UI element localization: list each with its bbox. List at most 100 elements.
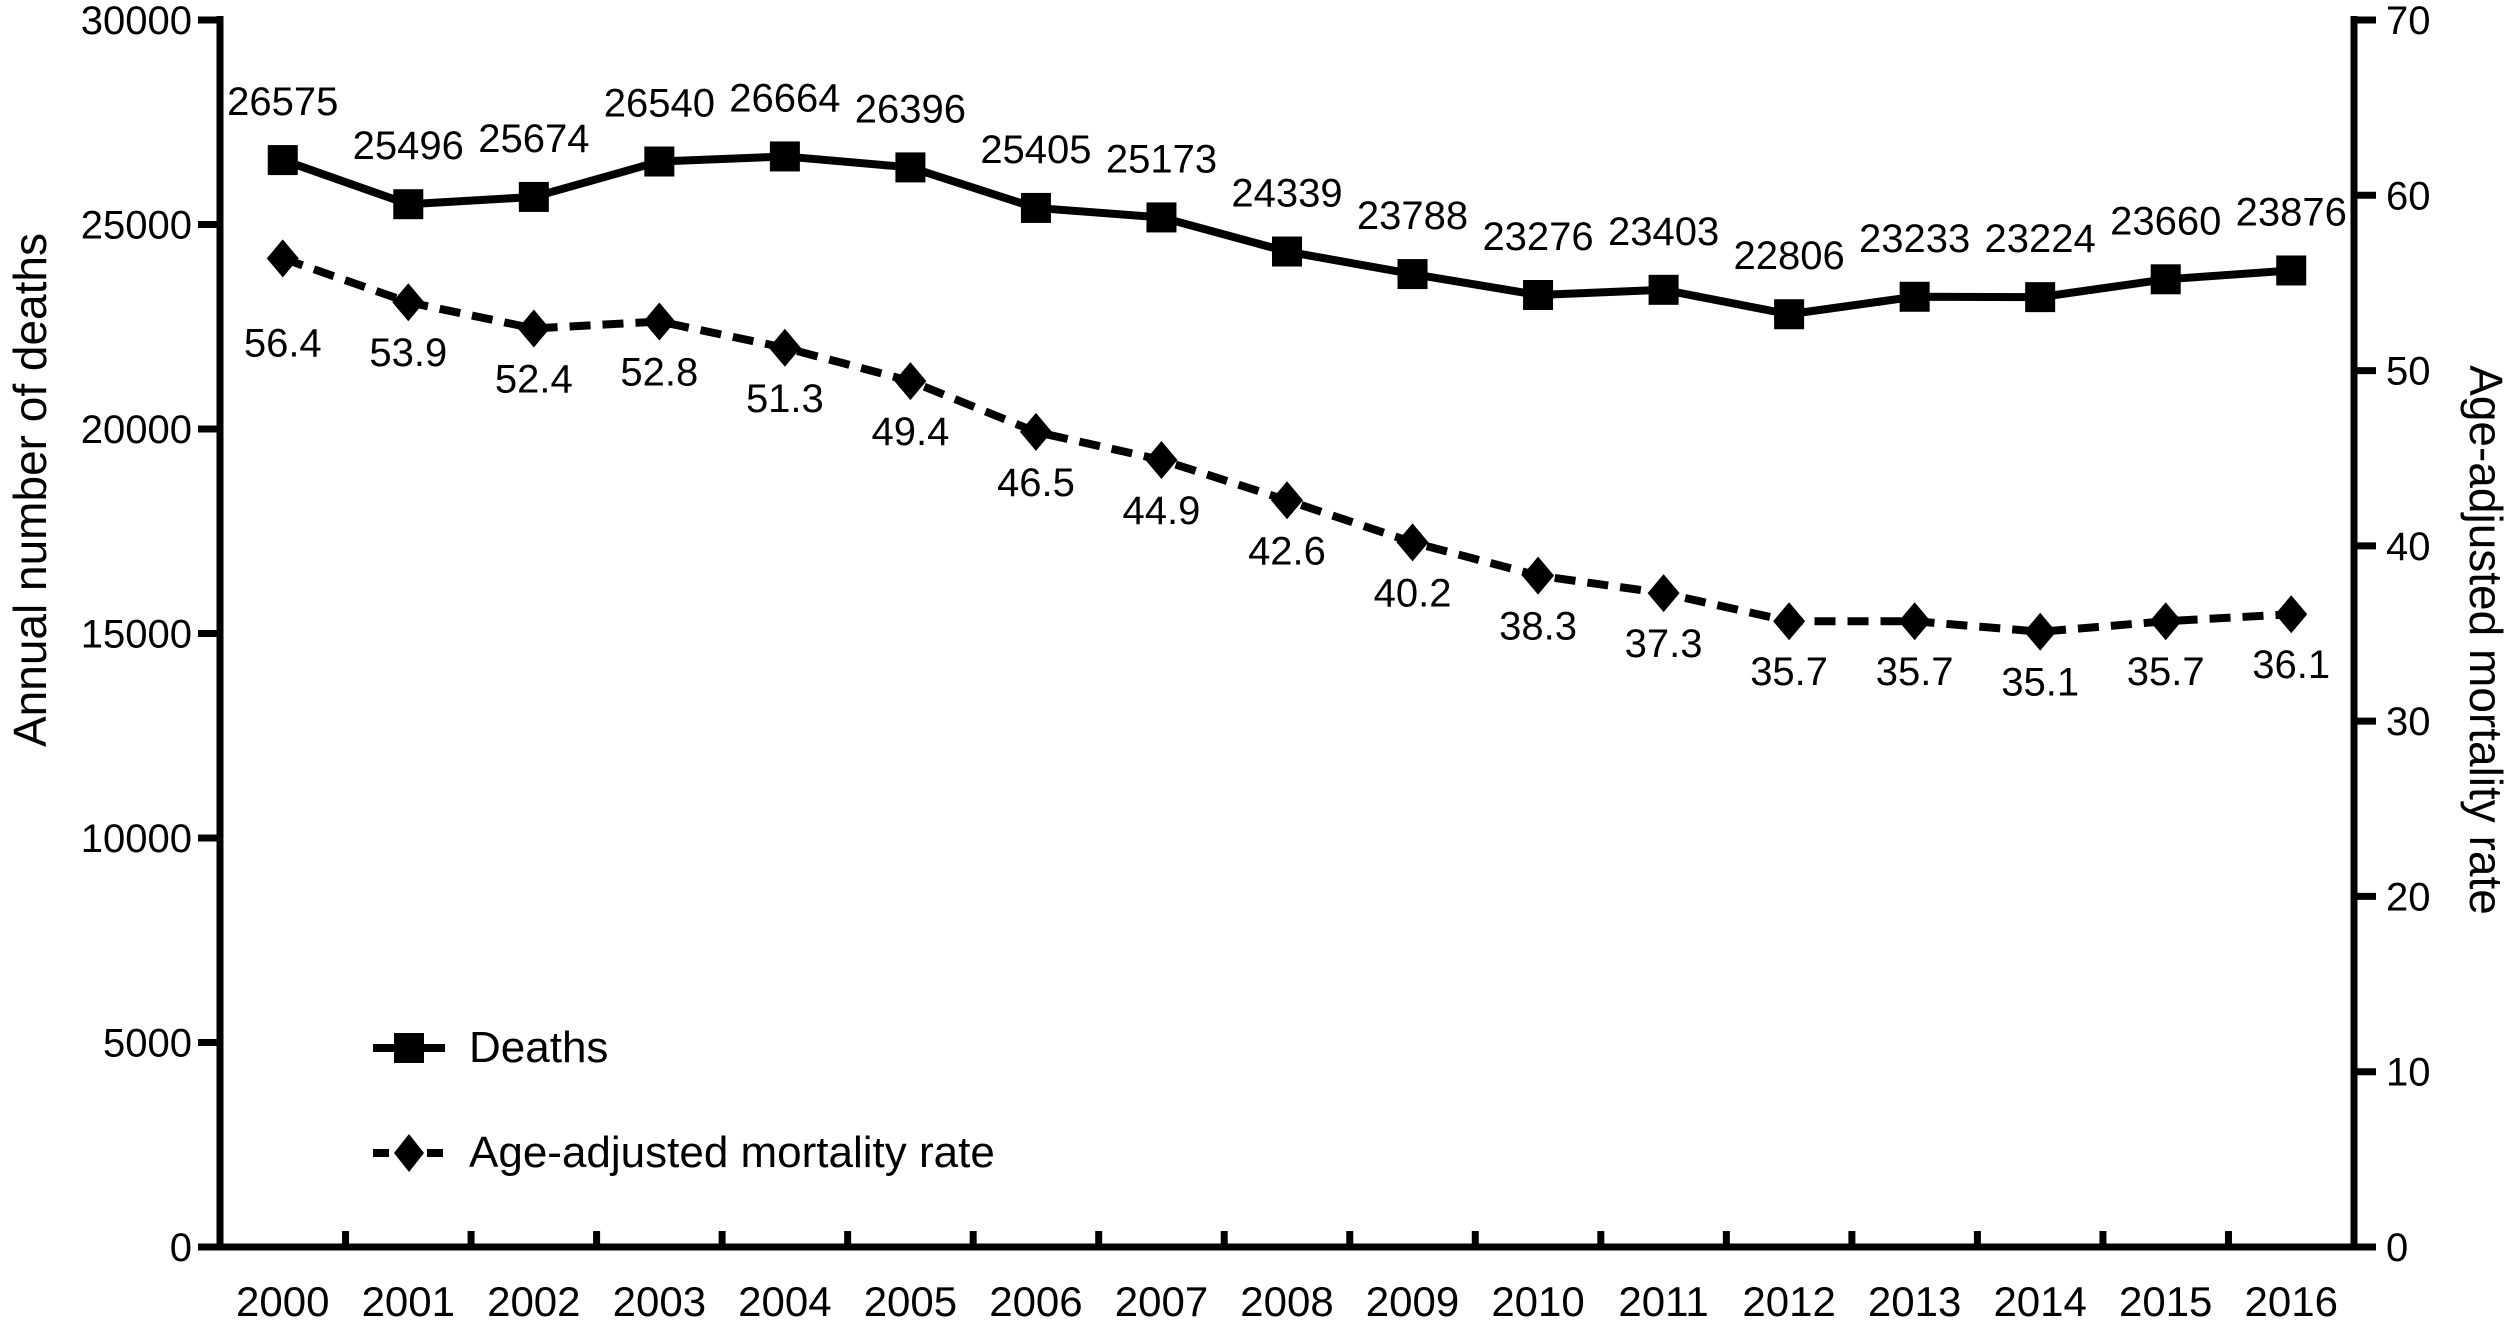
rate-marker: [2149, 602, 2182, 641]
deaths-marker: [2025, 282, 2056, 313]
deaths-value-label: 25405: [980, 128, 1091, 172]
deaths-value-label: 25496: [353, 124, 464, 168]
deaths-value-label: 23788: [1357, 194, 1468, 238]
deaths-marker: [1899, 281, 1930, 312]
rate-value-label: 37.3: [1625, 622, 1703, 666]
rate-value-label: 35.7: [1750, 650, 1828, 694]
mortality-rate-legend-marker-icon: [373, 1134, 445, 1172]
x-axis-tick-label: 2000: [236, 1278, 329, 1325]
rate-value-label: 42.6: [1248, 529, 1326, 573]
deaths-value-label: 23660: [2110, 199, 2221, 243]
y-axis-left-tick-label: 10000: [81, 817, 192, 861]
rate-value-label: 51.3: [746, 377, 824, 421]
rate-marker: [768, 328, 801, 367]
left-axis-title: Annual number of deaths: [4, 232, 56, 748]
deaths-marker: [644, 146, 675, 177]
x-axis-tick-label: 2015: [2119, 1278, 2212, 1325]
x-axis-tick-label: 2013: [1868, 1278, 1961, 1325]
rate-marker: [1145, 440, 1178, 479]
deaths-value-label: 23233: [1859, 217, 1970, 261]
x-axis-tick-label: 2010: [1491, 1278, 1584, 1325]
deaths-legend-marker-icon: [373, 1033, 445, 1063]
x-axis-tick-label: 2009: [1366, 1278, 1459, 1325]
x-axis-tick-label: 2004: [738, 1278, 831, 1325]
rate-value-label: 46.5: [997, 461, 1075, 505]
x-axis-tick-label: 2014: [1993, 1278, 2086, 1325]
rate-value-label: 56.4: [244, 321, 322, 365]
y-axis-left-tick-label: 30000: [81, 0, 192, 43]
deaths-value-label: 22806: [1734, 234, 1845, 278]
y-axis-right-tick-label: 30: [2386, 700, 2431, 744]
rate-marker: [517, 309, 550, 348]
y-axis-right-tick-label: 60: [2386, 174, 2431, 218]
x-axis-tick-label: 2016: [2245, 1278, 2338, 1325]
y-axis-left-tick-label: 15000: [81, 613, 192, 657]
y-axis-left-tick-label: 20000: [81, 408, 192, 452]
y-axis-right-tick-label: 20: [2386, 875, 2431, 919]
rate-value-label: 35.1: [2001, 661, 2079, 705]
rate-marker: [894, 362, 927, 401]
deaths-value-label: 24339: [1231, 172, 1342, 216]
rate-value-label: 49.4: [871, 410, 949, 454]
rate-value-label: 38.3: [1499, 605, 1577, 649]
x-axis-tick-label: 2008: [1240, 1278, 1333, 1325]
deaths-marker: [2276, 255, 2307, 286]
rate-marker: [1271, 481, 1303, 520]
y-axis-right-tick-label: 40: [2386, 525, 2431, 569]
deaths-marker: [518, 181, 549, 212]
rate-value-label: 52.4: [495, 358, 573, 402]
y-axis-left-tick-label: 5000: [103, 1022, 192, 1066]
rate-value-label: 53.9: [369, 331, 447, 375]
x-axis-tick-label: 2006: [989, 1278, 1082, 1325]
deaths-value-label: 26540: [604, 82, 715, 126]
legend-label-deaths: Deaths: [469, 1023, 609, 1072]
rate-value-label: 36.1: [2252, 643, 2330, 687]
deaths-value-label: 26396: [855, 87, 966, 131]
right-axis-title: Age-adjusted mortality rate: [2460, 365, 2512, 915]
deaths-marker: [895, 152, 926, 183]
deaths-value-label: 25173: [1106, 137, 1217, 181]
rate-value-label: 35.7: [2127, 650, 2205, 694]
deaths-value-label: 26575: [227, 80, 338, 124]
rate-marker: [1898, 602, 1931, 641]
x-axis-tick-label: 2011: [1618, 1278, 1708, 1325]
deaths-marker: [1272, 236, 1302, 267]
x-axis-tick-label: 2002: [487, 1278, 580, 1325]
deaths-value-label: 25674: [478, 117, 589, 161]
deaths-marker: [1774, 299, 1805, 330]
rate-marker: [266, 239, 299, 278]
rate-marker: [643, 302, 676, 341]
legend-entry-deaths: Deaths: [373, 1023, 609, 1072]
deaths-marker: [769, 141, 800, 172]
deaths-marker: [1020, 192, 1051, 223]
deaths-value-label: 23876: [2236, 190, 2347, 234]
x-axis-tick-label: 2001: [362, 1278, 455, 1325]
y-axis-left-tick-label: 25000: [81, 204, 192, 248]
rate-marker: [1647, 574, 1680, 613]
deaths-value-label: 26664: [729, 76, 840, 120]
legend-entry-mortality-rate: Age-adjusted mortality rate: [373, 1128, 995, 1177]
rate-value-label: 44.9: [1123, 489, 1201, 533]
deaths-marker: [1523, 280, 1554, 311]
deaths-marker: [1648, 274, 1679, 305]
deaths-marker: [393, 189, 424, 220]
rate-value-label: 52.8: [620, 350, 698, 394]
rate-marker: [2024, 612, 2057, 651]
deaths-marker: [1397, 259, 1428, 290]
rate-line: [281, 254, 2292, 636]
rate-marker: [2275, 595, 2308, 634]
rate-value-label: 40.2: [1374, 571, 1452, 615]
deaths-marker: [2150, 264, 2181, 295]
y-axis-right-tick-label: 0: [2386, 1226, 2408, 1270]
rate-marker: [392, 283, 425, 322]
deaths-value-label: 23276: [1482, 215, 1593, 259]
legend-label-mortality-rate: Age-adjusted mortality rate: [469, 1128, 995, 1177]
y-axis-right-tick-label: 50: [2386, 350, 2431, 394]
deaths-marker: [1146, 202, 1177, 233]
x-axis-tick-label: 2012: [1742, 1278, 1835, 1325]
rate-marker: [1019, 412, 1052, 451]
y-axis-left-tick-label: 0: [170, 1226, 192, 1270]
x-axis-tick-label: 2005: [864, 1278, 957, 1325]
